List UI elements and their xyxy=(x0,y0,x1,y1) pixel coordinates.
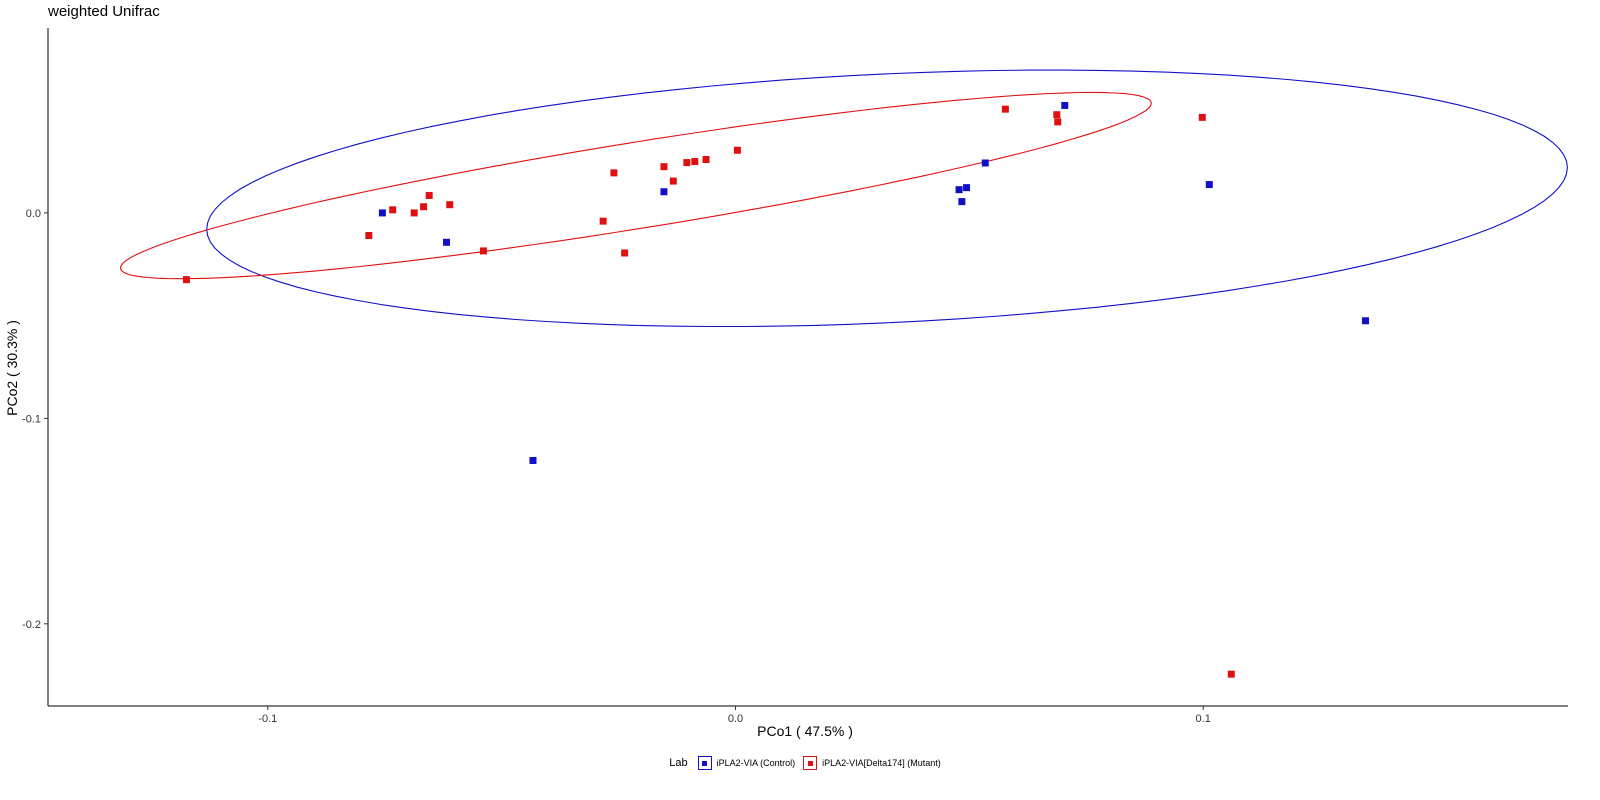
data-point-mutant xyxy=(1227,670,1235,678)
x-tick-label: -0.1 xyxy=(258,713,277,725)
chart-title: weighted Unifrac xyxy=(48,3,160,20)
data-point-control xyxy=(958,198,966,206)
data-point-control xyxy=(963,184,971,192)
axis-layer: -0.1 0.0 0.1 0.0 -0.1 -0.2 xyxy=(22,28,1568,725)
legend-label-control: iPLA2-VIA (Control) xyxy=(716,758,796,768)
y-axis-label: PCo2 ( 30.3% ) xyxy=(4,320,20,416)
data-point-mutant xyxy=(425,191,433,199)
data-point-mutant xyxy=(660,163,668,171)
data-point-control xyxy=(1205,181,1213,189)
data-point-mutant xyxy=(420,203,428,211)
y-tick-label: -0.2 xyxy=(22,619,41,631)
data-point-mutant xyxy=(621,249,629,257)
confidence-ellipse-mutant xyxy=(119,91,1152,280)
x-axis-label: PCo1 ( 47.5% ) xyxy=(757,723,853,739)
data-point-mutant xyxy=(1053,111,1061,119)
data-point-mutant xyxy=(669,177,677,185)
data-point-mutant xyxy=(389,206,397,214)
data-point-control xyxy=(1061,101,1069,109)
data-point-mutant xyxy=(599,217,607,225)
data-point-mutant xyxy=(365,232,373,240)
legend-title: Lab xyxy=(669,757,688,769)
data-point-mutant xyxy=(702,155,710,163)
y-tick-label: -0.1 xyxy=(22,413,41,425)
data-point-control xyxy=(529,456,537,464)
confidence-ellipse-control xyxy=(206,69,1568,328)
x-tick-label: 0.1 xyxy=(1196,713,1211,725)
legend: Lab iPLA2-VIA (Control) iPLA2-VIA[Delta1… xyxy=(0,756,1600,770)
data-point-control xyxy=(955,186,963,194)
legend-key-mutant xyxy=(803,756,818,770)
x-tick-label: 0.0 xyxy=(728,713,743,725)
ellipse-layer xyxy=(119,69,1568,328)
legend-key-control xyxy=(697,756,712,770)
data-point-mutant xyxy=(410,209,418,217)
data-point-mutant xyxy=(683,159,691,167)
data-point-control xyxy=(1361,317,1369,325)
legend-item-mutant: iPLA2-VIA[Delta174] (Mutant) xyxy=(803,756,941,770)
data-point-mutant xyxy=(1054,118,1062,126)
data-point-mutant xyxy=(691,158,699,166)
data-point-control xyxy=(378,209,386,217)
legend-item-control: iPLA2-VIA (Control) xyxy=(697,756,796,770)
data-point-control xyxy=(981,159,989,167)
data-point-mutant xyxy=(733,146,741,154)
data-point-mutant xyxy=(446,201,454,209)
point-layer xyxy=(182,101,1369,678)
data-point-mutant xyxy=(1198,113,1206,121)
data-point-mutant xyxy=(610,169,618,177)
data-point-control xyxy=(442,238,450,246)
data-point-control xyxy=(660,188,668,196)
data-point-mutant xyxy=(182,276,190,284)
y-tick-label: 0.0 xyxy=(26,208,41,220)
legend-label-mutant: iPLA2-VIA[Delta174] (Mutant) xyxy=(822,758,941,768)
data-point-mutant xyxy=(479,247,487,255)
data-point-mutant xyxy=(1001,105,1009,113)
